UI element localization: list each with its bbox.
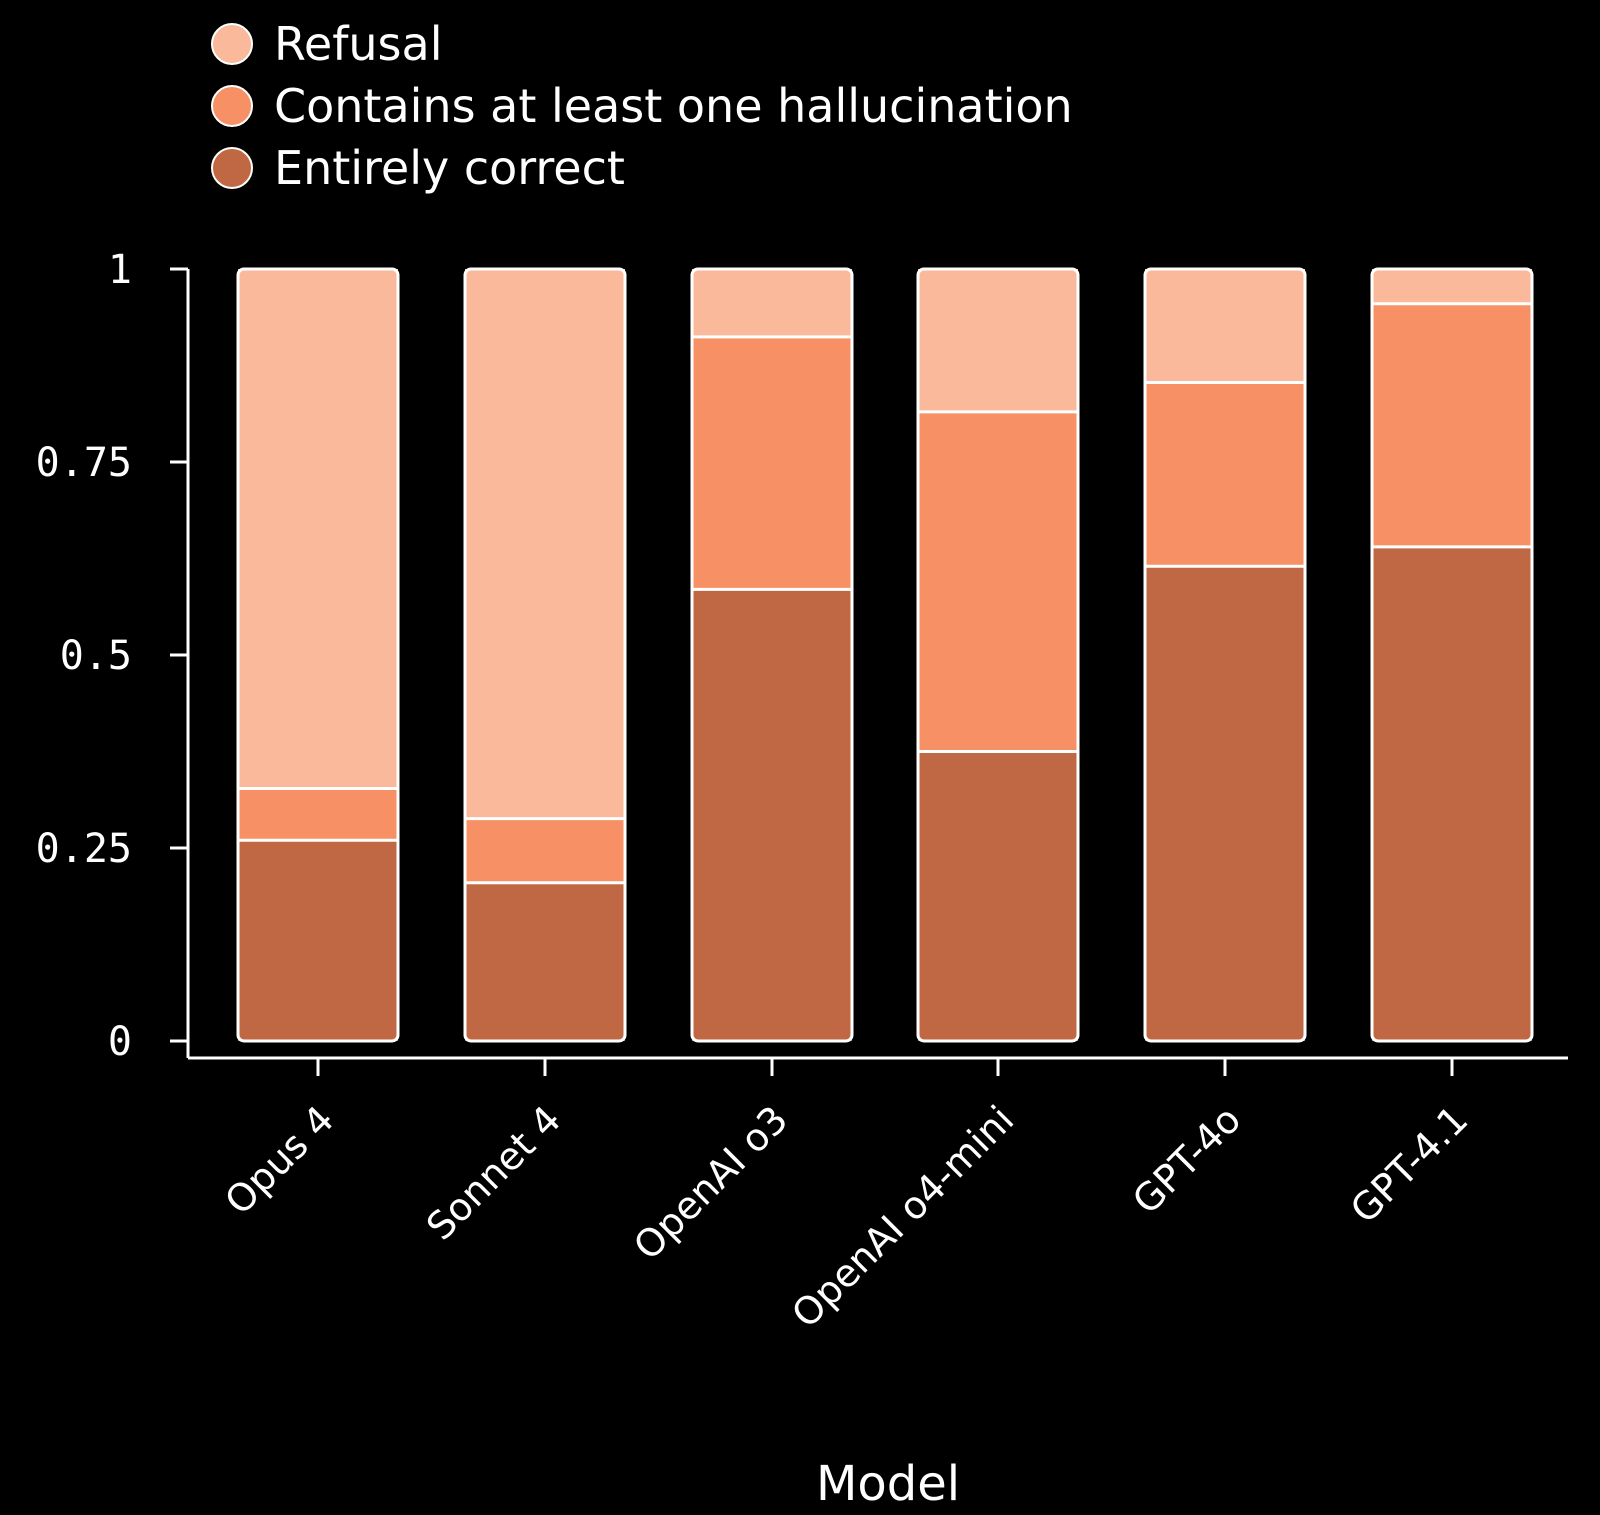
legend-marker-contains-at-least-one-hallucination [211, 85, 253, 127]
y-tick-label: 0.5 [60, 633, 132, 679]
bar-outline [463, 267, 627, 1043]
legend-marker-refusal [211, 23, 253, 65]
legend-label-contains-at-least-one-hallucination: Contains at least one hallucination [274, 79, 1073, 133]
bar-segment-openai-o4-mini-contains-at-least-one-hallucination [918, 411, 1078, 752]
bar-outline [1143, 267, 1307, 1043]
bar-segment-opus-4-contains-at-least-one-hallucination [238, 788, 398, 841]
bar-outline [236, 267, 400, 1043]
x-axis-title: Model [816, 1456, 960, 1512]
bar-segment-sonnet-4-refusal [465, 269, 625, 819]
bar-segment-sonnet-4-contains-at-least-one-hallucination [465, 818, 625, 883]
bar-segment-gpt-4-1-refusal [1372, 269, 1532, 304]
bar-outline [916, 267, 1080, 1043]
y-tick-label: 0.25 [36, 826, 132, 872]
bar-sonnet-4 [463, 267, 627, 1043]
bars [236, 267, 1534, 1043]
bar-outline [690, 267, 854, 1043]
bar-opus-4 [236, 267, 400, 1043]
bar-gpt-4o [1143, 267, 1307, 1043]
bar-segment-gpt-4o-refusal [1145, 269, 1305, 383]
y-tick-label: 1 [108, 247, 132, 293]
bar-segment-openai-o3-entirely-correct [692, 589, 852, 1041]
legend: Refusal Contains at least one hallucinati… [211, 17, 1073, 195]
bar-segment-openai-o4-mini-entirely-correct [918, 751, 1078, 1041]
bar-segment-gpt-4-1-contains-at-least-one-hallucination [1372, 303, 1532, 547]
legend-label-refusal: Refusal [274, 17, 442, 71]
bar-segment-sonnet-4-entirely-correct [465, 882, 625, 1041]
bar-segment-gpt-4-1-entirely-correct [1372, 546, 1532, 1041]
bar-openai-o4-mini [916, 267, 1080, 1043]
legend-marker-entirely-correct [211, 147, 253, 189]
bar-segment-opus-4-refusal [238, 269, 398, 789]
bar-segment-openai-o3-refusal [692, 269, 852, 337]
bar-gpt-4-1 [1370, 267, 1534, 1043]
y-tick-label: 0.75 [36, 440, 132, 486]
bar-openai-o3 [690, 267, 854, 1043]
bar-segment-gpt-4o-contains-at-least-one-hallucination [1145, 382, 1305, 567]
bar-segment-openai-o4-mini-refusal [918, 269, 1078, 412]
legend-label-entirely-correct: Entirely correct [274, 141, 625, 195]
bar-outline [1370, 267, 1534, 1043]
bar-segment-openai-o3-contains-at-least-one-hallucination [692, 336, 852, 590]
bar-segment-opus-4-entirely-correct [238, 840, 398, 1041]
bar-segment-gpt-4o-entirely-correct [1145, 566, 1305, 1041]
y-tick-label: 0 [108, 1019, 132, 1065]
